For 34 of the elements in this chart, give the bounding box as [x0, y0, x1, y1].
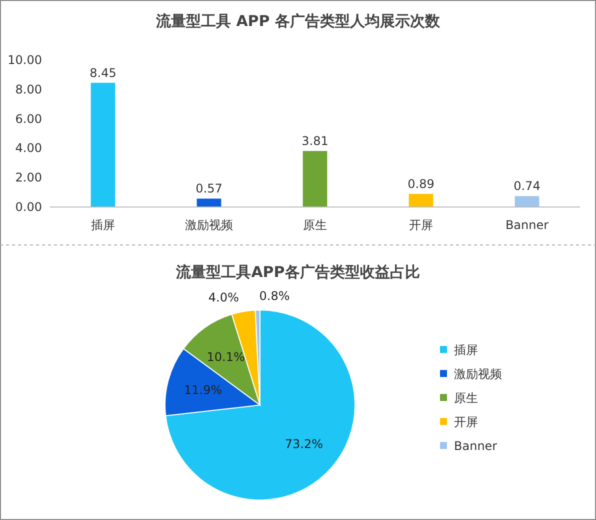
- legend-label: 插屏: [454, 343, 478, 357]
- x-tick-label: 原生: [303, 218, 327, 232]
- bar: [90, 82, 116, 207]
- data-label: 0.74: [514, 179, 540, 194]
- legend-label: Banner: [454, 439, 498, 453]
- chart-title: 流量型工具APP各广告类型收益占比: [175, 263, 420, 281]
- y-tick-label: 10.00: [8, 53, 42, 67]
- bar: [196, 198, 222, 207]
- data-label: 3.81: [302, 134, 328, 148]
- legend-label: 激励视频: [454, 367, 502, 381]
- bar: [302, 150, 328, 207]
- y-tick-label: 4.00: [15, 141, 42, 156]
- legend-label: 原生: [454, 391, 478, 405]
- data-label: 4.0%: [208, 290, 239, 305]
- y-tick-label: 0.00: [15, 200, 42, 214]
- data-label: 73.2%: [284, 437, 323, 452]
- data-label: 0.57: [196, 182, 222, 196]
- bar: [514, 196, 540, 207]
- data-label: 10.1%: [206, 350, 245, 364]
- x-tick-label: 激励视频: [185, 218, 233, 232]
- x-tick-label: 开屏: [409, 218, 433, 232]
- data-label: 11.9%: [184, 382, 222, 397]
- pie-slice: [165, 310, 356, 500]
- data-label: 8.45: [90, 66, 116, 80]
- data-label: 0.8%: [259, 289, 290, 304]
- y-tick-label: 6.00: [15, 112, 42, 126]
- chart-title: 流量型工具 APP 各广告类型人均展示次数: [154, 12, 442, 30]
- y-tick-label: 2.00: [15, 170, 42, 185]
- bar: [408, 194, 434, 207]
- data-label: 0.89: [408, 176, 434, 191]
- legend-label: 开屏: [454, 415, 478, 429]
- x-tick-label: 插屏: [91, 218, 115, 232]
- x-tick-label: Banner: [505, 218, 549, 232]
- y-tick-label: 8.00: [15, 82, 42, 96]
